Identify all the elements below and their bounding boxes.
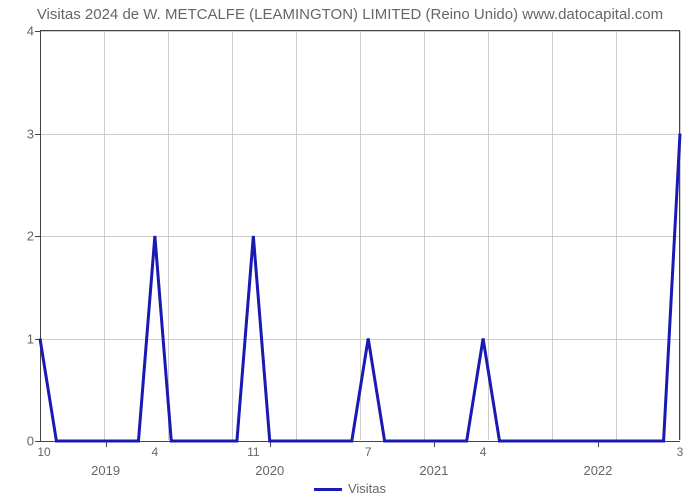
- legend: Visitas: [0, 481, 700, 496]
- data-point-label: 4: [480, 443, 487, 459]
- line-series: [40, 31, 680, 441]
- x-year-label: 2020: [255, 459, 284, 478]
- plot-inner: 01234201920202021202210411743: [40, 30, 680, 440]
- x-year-label: 2022: [583, 459, 612, 478]
- x-year-label: 2021: [419, 459, 448, 478]
- x-year-label: 2019: [91, 459, 120, 478]
- plot-area: 01234201920202021202210411743: [40, 30, 680, 440]
- data-point-label: 10: [37, 443, 50, 459]
- chart-title: Visitas 2024 de W. METCALFE (LEAMINGTON)…: [0, 0, 700, 30]
- legend-label: Visitas: [348, 481, 386, 496]
- data-point-label: 3: [677, 443, 684, 459]
- data-point-label: 4: [152, 443, 159, 459]
- legend-swatch: [314, 488, 342, 491]
- chart-container: { "chart": { "type": "line", "title": "V…: [0, 0, 700, 500]
- gridline-v: [680, 31, 681, 440]
- data-point-label: 7: [365, 443, 372, 459]
- data-point-label: 11: [247, 443, 259, 459]
